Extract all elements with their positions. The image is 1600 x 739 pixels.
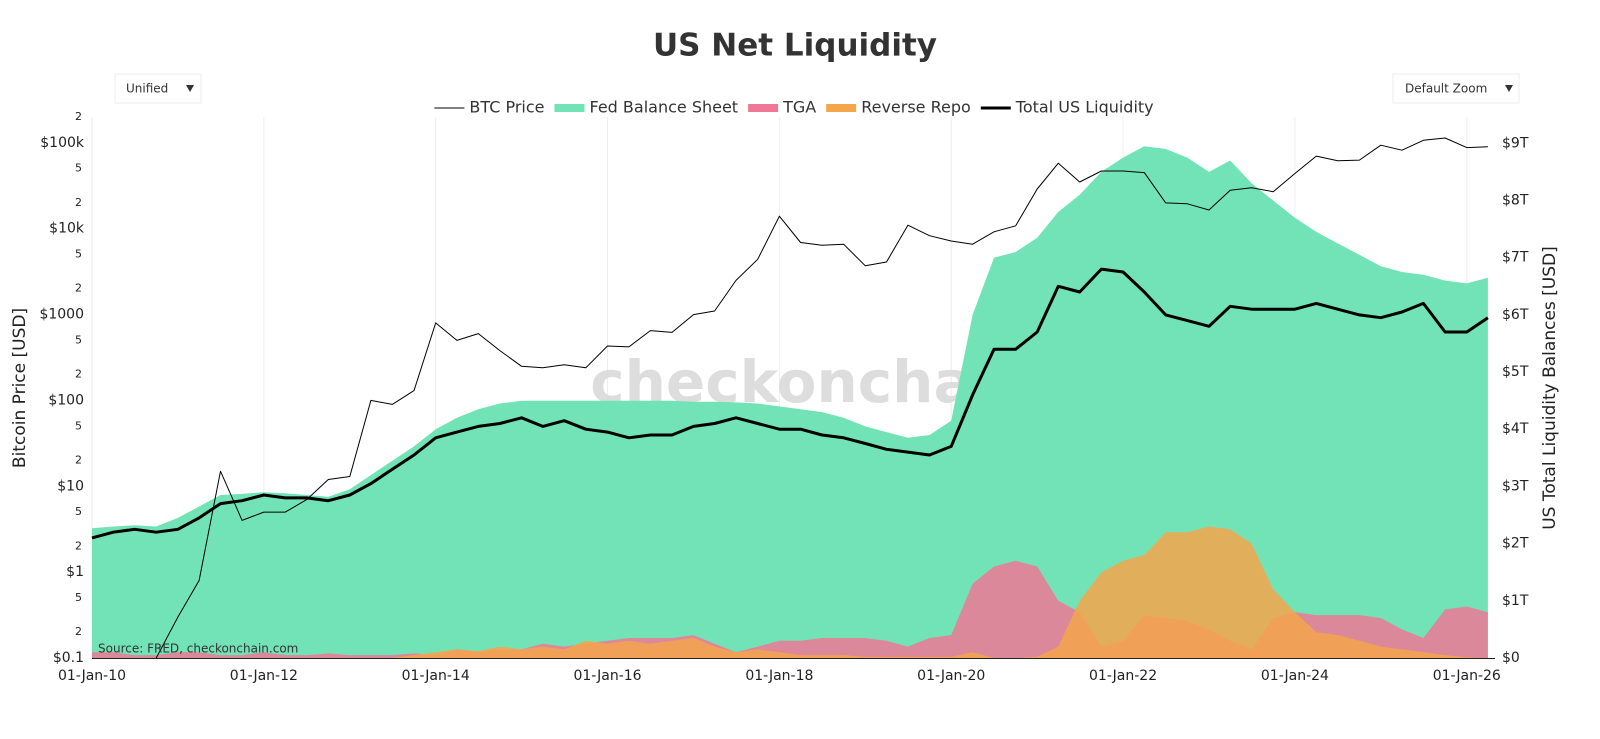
y-tick-label: $10 xyxy=(57,478,84,494)
y-tick-label: 2 xyxy=(75,539,82,552)
y-tick-label: 5 xyxy=(75,505,82,518)
line xyxy=(91,267,1489,540)
x-tick-label: 01-Jan-16 xyxy=(573,668,641,684)
y-tick-label: $10k xyxy=(49,221,85,237)
x-tick-label: 01-Jan-14 xyxy=(402,668,470,684)
legend-swatch xyxy=(554,104,585,112)
dropdown-label[interactable]: Default Zoom xyxy=(1405,82,1487,96)
y2-tick-label: $0 xyxy=(1502,650,1520,666)
y-tick-label: 2 xyxy=(75,282,82,295)
x-tick-label: 01-Jan-10 xyxy=(58,668,126,684)
legend-item: Reverse Repo xyxy=(826,98,971,117)
x-tick-label: 01-Jan-26 xyxy=(1433,668,1501,684)
y-axis-title: Bitcoin Price [USD] xyxy=(10,308,30,468)
chart-title: US Net Liquidity xyxy=(653,28,937,64)
line xyxy=(155,137,1488,659)
x-tick-label: 01-Jan-24 xyxy=(1261,668,1329,684)
area xyxy=(92,146,1488,658)
x-tick-label: 01-Jan-12 xyxy=(230,668,298,684)
y-tick-label: $100 xyxy=(48,392,84,408)
legend-label: Fed Balance Sheet xyxy=(590,98,739,117)
x-tick-label: 01-Jan-18 xyxy=(745,668,813,684)
area xyxy=(92,526,1488,658)
y2-axis-title: US Total Liquidity Balances [USD] xyxy=(1540,246,1560,530)
y-tick-label: 2 xyxy=(75,196,82,209)
y2-tick-label: $8T xyxy=(1502,192,1529,208)
y-tick-label: 2 xyxy=(75,368,82,381)
y-tick-label: 2 xyxy=(75,110,82,123)
x-tick-label: 01-Jan-22 xyxy=(1089,668,1157,684)
hover-mode-dropdown[interactable]: Unified xyxy=(114,73,202,104)
y2-tick-label: $4T xyxy=(1502,421,1529,437)
y2-tick-label: $3T xyxy=(1502,478,1529,494)
y2-tick-label: $6T xyxy=(1502,307,1529,323)
axes: 01-Jan-10 01-Jan-12 01-Jan-14 01-Jan-16 01-J… xyxy=(39,110,1528,684)
y-tick-label: $1 xyxy=(66,564,84,580)
legend: BTC Price Fed Balance Sheet TGA Reverse Rep… xyxy=(434,98,1154,117)
y-tick-label: 5 xyxy=(75,419,82,432)
y2-tick-label: $9T xyxy=(1502,135,1529,151)
y-tick-label: 5 xyxy=(75,333,82,346)
y-tick-label: 2 xyxy=(75,625,82,638)
y-tick-label: $1000 xyxy=(39,307,84,323)
legend-item: BTC Price xyxy=(434,98,545,117)
legend-swatch xyxy=(826,104,857,112)
legend-label: BTC Price xyxy=(469,98,544,117)
x-tick-label: 01-Jan-20 xyxy=(917,668,985,684)
y2-tick-label: $5T xyxy=(1502,364,1529,380)
y-tick-label: 5 xyxy=(75,162,82,175)
legend-item: Fed Balance Sheet xyxy=(554,98,739,117)
dropdown-label[interactable]: Unified xyxy=(126,82,168,96)
y2-tick-label: $7T xyxy=(1502,250,1529,266)
legend-label: TGA xyxy=(782,98,816,117)
legend-item: Total US Liquidity xyxy=(980,98,1154,117)
y-tick-label: 5 xyxy=(75,248,82,261)
y2-tick-label: $2T xyxy=(1502,536,1529,552)
legend-label: Total US Liquidity xyxy=(1015,98,1154,117)
y-tick-label: $100k xyxy=(40,135,85,151)
y-tick-label: 2 xyxy=(75,453,82,466)
legend-label: Reverse Repo xyxy=(861,98,971,117)
legend-item: TGA xyxy=(748,98,816,117)
source-note: Source: FRED, checkonchain.com xyxy=(98,642,298,656)
legend-swatch xyxy=(748,104,779,112)
lines xyxy=(91,137,1489,659)
y2-tick-label: $1T xyxy=(1502,593,1529,609)
y-tick-label: $0.1 xyxy=(53,650,84,666)
zoom-dropdown[interactable]: Default Zoom xyxy=(1392,73,1520,104)
areas xyxy=(92,146,1488,658)
y-tick-label: 5 xyxy=(75,591,82,604)
